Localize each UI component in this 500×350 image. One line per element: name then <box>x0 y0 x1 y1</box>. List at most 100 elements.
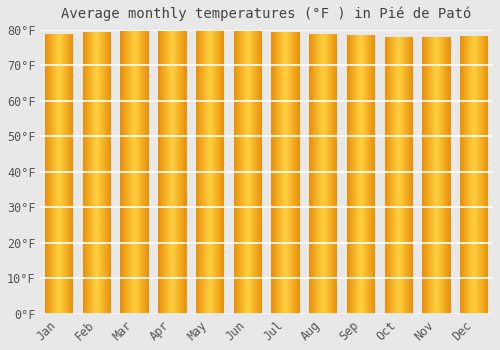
Bar <box>223 30 224 314</box>
Bar <box>384 37 386 314</box>
Bar <box>134 30 136 314</box>
Bar <box>95 32 96 314</box>
Bar <box>324 34 326 314</box>
Bar <box>332 34 333 314</box>
Bar <box>437 37 438 314</box>
Bar <box>210 30 211 314</box>
Bar <box>395 37 396 314</box>
Bar <box>400 37 401 314</box>
Bar <box>174 30 175 314</box>
Bar <box>131 30 132 314</box>
Bar <box>90 32 91 314</box>
Bar <box>84 32 85 314</box>
Bar <box>272 32 273 314</box>
Bar <box>245 32 246 314</box>
Bar <box>280 32 281 314</box>
Bar <box>222 30 223 314</box>
Title: Average monthly temperatures (°F ) in Pié de Pató: Average monthly temperatures (°F ) in Pi… <box>62 7 472 21</box>
Bar <box>92 32 94 314</box>
Bar <box>393 37 394 314</box>
Bar <box>202 30 203 314</box>
Bar <box>59 34 60 314</box>
Bar <box>474 36 475 314</box>
Bar <box>141 30 142 314</box>
Bar <box>426 37 428 314</box>
Bar <box>142 30 143 314</box>
Bar <box>479 36 480 314</box>
Bar <box>445 37 446 314</box>
Bar <box>284 32 285 314</box>
Bar <box>407 37 408 314</box>
Bar <box>391 37 392 314</box>
Bar <box>159 30 160 314</box>
Bar <box>146 30 148 314</box>
Bar <box>68 34 69 314</box>
Bar <box>168 30 169 314</box>
Bar <box>204 30 205 314</box>
Bar <box>96 32 97 314</box>
Bar <box>143 30 144 314</box>
Bar <box>460 36 462 314</box>
Bar <box>478 36 479 314</box>
Bar <box>422 37 423 314</box>
Bar <box>138 30 139 314</box>
Bar <box>148 30 149 314</box>
Bar <box>46 34 47 314</box>
Bar <box>390 37 391 314</box>
Bar <box>354 35 356 314</box>
Bar <box>356 35 357 314</box>
Bar <box>85 32 86 314</box>
Bar <box>372 35 373 314</box>
Bar <box>83 32 84 314</box>
Bar <box>162 30 163 314</box>
Bar <box>443 37 444 314</box>
Bar <box>250 32 252 314</box>
Bar <box>86 32 87 314</box>
Bar <box>442 37 443 314</box>
Bar <box>129 30 130 314</box>
Bar <box>124 30 126 314</box>
Bar <box>235 32 236 314</box>
Bar <box>257 32 258 314</box>
Bar <box>253 32 254 314</box>
Bar <box>54 34 55 314</box>
Bar <box>205 30 206 314</box>
Bar <box>72 34 74 314</box>
Bar <box>208 30 210 314</box>
Bar <box>89 32 90 314</box>
Bar <box>130 30 131 314</box>
Bar <box>288 32 289 314</box>
Bar <box>319 34 320 314</box>
Bar <box>357 35 358 314</box>
Bar <box>275 32 276 314</box>
Bar <box>316 34 317 314</box>
Bar <box>244 32 245 314</box>
Bar <box>448 37 449 314</box>
Bar <box>465 36 466 314</box>
Bar <box>364 35 365 314</box>
Bar <box>139 30 140 314</box>
Bar <box>315 34 316 314</box>
Bar <box>161 30 162 314</box>
Bar <box>213 30 214 314</box>
Bar <box>389 37 390 314</box>
Bar <box>120 30 121 314</box>
Bar <box>485 36 486 314</box>
Bar <box>361 35 362 314</box>
Bar <box>66 34 67 314</box>
Bar <box>198 30 199 314</box>
Bar <box>136 30 137 314</box>
Bar <box>329 34 330 314</box>
Bar <box>173 30 174 314</box>
Bar <box>211 30 212 314</box>
Bar <box>292 32 294 314</box>
Bar <box>181 30 182 314</box>
Bar <box>408 37 410 314</box>
Bar <box>349 35 350 314</box>
Bar <box>411 37 412 314</box>
Bar <box>286 32 287 314</box>
Bar <box>336 34 338 314</box>
Bar <box>145 30 146 314</box>
Bar <box>183 30 184 314</box>
Bar <box>199 30 200 314</box>
